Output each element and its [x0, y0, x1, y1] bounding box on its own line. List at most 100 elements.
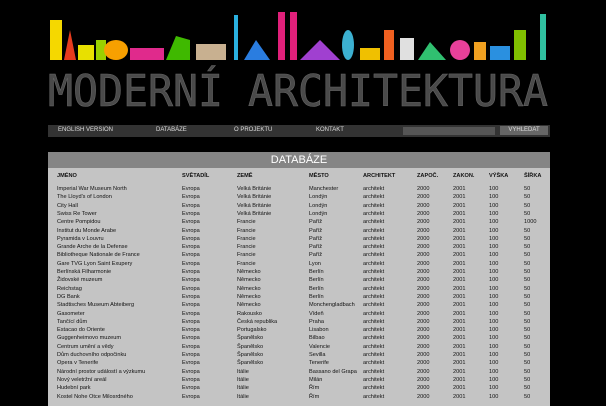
- table-cell: Evropa: [182, 186, 200, 192]
- table-cell: architekt: [363, 269, 385, 275]
- table-cell: Španělsko: [237, 335, 264, 342]
- table-cell: 2001: [453, 269, 466, 275]
- table-cell: Španělsko: [237, 343, 264, 350]
- table-cell: Evropa: [182, 293, 200, 300]
- table-cell: Rakousko: [237, 310, 262, 317]
- table-cell: architekt: [363, 393, 385, 400]
- table-cell: 2000: [417, 194, 430, 201]
- table-cell: Francie: [237, 219, 256, 226]
- table-cell: architekt: [363, 318, 385, 325]
- table-cell: 2001: [453, 393, 466, 400]
- table-cell: 2000: [417, 376, 430, 383]
- table-cell: Španělsko: [237, 360, 264, 367]
- table-cell: architekt: [363, 235, 385, 242]
- table-title: DATABÁZE: [48, 152, 550, 168]
- table-cell: 50: [524, 235, 531, 242]
- table-cell: 2001: [453, 343, 466, 350]
- table-cell: Hudební park: [57, 385, 91, 392]
- table-cell: 2001: [453, 352, 466, 358]
- table-cell: The Lloyd's of London: [57, 194, 112, 201]
- table-cell: 50: [524, 310, 531, 317]
- table-cell: 2001: [453, 277, 466, 284]
- table-cell: Dům duchovního odpočinku: [57, 352, 127, 358]
- table-cell: Manchester: [309, 186, 339, 192]
- table-cell: architekt: [363, 210, 385, 217]
- table-cell: Tančící dům: [57, 318, 88, 325]
- table-cell: 2000: [417, 235, 430, 242]
- table-cell: Berlín: [309, 277, 324, 284]
- table-cell: Milán: [309, 376, 323, 383]
- table-cell: 100: [489, 219, 499, 226]
- table-cell: 50: [524, 202, 531, 209]
- table-cell: architekt: [363, 244, 385, 251]
- table-cell: Evropa: [182, 227, 200, 234]
- table-cell: 100: [489, 252, 499, 259]
- table-cell: Praha: [309, 318, 324, 325]
- table-cell: 100: [489, 227, 499, 234]
- table-cell: 100: [489, 186, 499, 192]
- table-cell: City Hall: [57, 202, 78, 209]
- nav-link[interactable]: KONTAKT: [316, 127, 344, 133]
- table-cell: Paříž: [309, 227, 323, 234]
- table-cell: 50: [524, 327, 531, 334]
- table-cell: Evropa: [182, 310, 200, 317]
- table-cell: architekt: [363, 302, 385, 309]
- nav-link[interactable]: O PROJEKTU: [234, 127, 273, 133]
- table-cell: Evropa: [182, 393, 200, 400]
- table-cell: Řím: [309, 385, 320, 392]
- table-cell: 2000: [417, 244, 430, 251]
- table-cell: architekt: [363, 260, 385, 267]
- nav-link[interactable]: DATABÁZE: [156, 127, 187, 133]
- table-cell: 100: [489, 310, 499, 317]
- table-cell: Velká Británie: [237, 210, 272, 217]
- table-cell: Nový veletržní areál: [57, 376, 107, 383]
- table-cell: 50: [524, 352, 531, 358]
- table-cell: 2000: [417, 393, 430, 400]
- table-cell: 2000: [417, 285, 430, 292]
- search-input[interactable]: [403, 127, 495, 135]
- nav-link[interactable]: ENGLISH VERSION: [58, 127, 114, 133]
- table-cell: architekt: [363, 327, 385, 334]
- table-cell: Paříž: [309, 252, 323, 259]
- table-cell: Evropa: [182, 327, 200, 334]
- table-cell: architekt: [363, 293, 385, 300]
- table-cell: 50: [524, 194, 531, 201]
- table-cell: Grande Arche de la Defense: [57, 244, 128, 251]
- table-cell: 50: [524, 393, 531, 400]
- table-cell: architekt: [363, 186, 385, 192]
- table-cell: Židovské muzeum: [57, 277, 103, 284]
- table-cell: Bilbao: [309, 335, 325, 342]
- table-cell: Bassano del Grapa: [309, 368, 357, 375]
- table-cell: Francie: [237, 244, 256, 251]
- search-button[interactable]: VYHLEDAT: [500, 126, 548, 135]
- table-cell: Paříž: [309, 235, 323, 242]
- table-cell: 50: [524, 293, 531, 300]
- table-cell: 2001: [453, 385, 466, 392]
- table-cell: 2001: [453, 302, 466, 309]
- table-cell: 2001: [453, 360, 466, 367]
- table-cell: architekt: [363, 202, 385, 209]
- table-cell: Řím: [309, 393, 320, 400]
- column-header: ZAKON.: [453, 173, 475, 179]
- table-cell: 50: [524, 360, 531, 367]
- table-cell: Evropa: [182, 368, 200, 375]
- table-cell: Evropa: [182, 285, 200, 292]
- table-cell: Opera v Tenerife: [57, 360, 99, 367]
- table-cell: 100: [489, 335, 499, 342]
- column-header: JMÉNO: [57, 173, 77, 179]
- table-cell: Španělsko: [237, 352, 264, 358]
- table-panel: [48, 152, 550, 406]
- table-cell: 100: [489, 210, 499, 217]
- table-cell: 2000: [417, 260, 430, 267]
- table-cell: 100: [489, 285, 499, 292]
- table-cell: Evropa: [182, 260, 200, 267]
- table-cell: 100: [489, 235, 499, 242]
- table-cell: 2001: [453, 310, 466, 317]
- column-header: SVĚTADÍL: [182, 173, 210, 179]
- table-cell: Pyramida v Louvru: [57, 235, 104, 242]
- table-cell: Berlín: [309, 293, 324, 300]
- table-cell: DG Bank: [57, 293, 80, 300]
- table-cell: 100: [489, 385, 499, 392]
- table-cell: Kostel Nohe Otce Milosrdného: [57, 393, 133, 400]
- table-cell: 50: [524, 244, 531, 251]
